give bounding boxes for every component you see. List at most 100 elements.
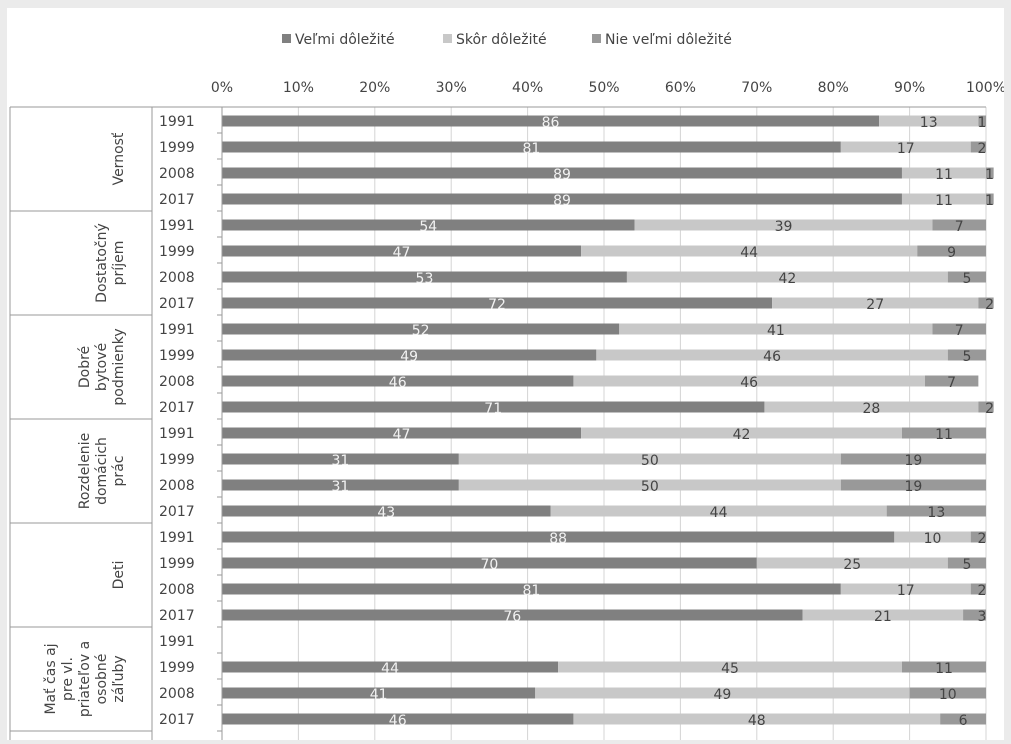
row-year-label: 1991	[159, 530, 195, 546]
data-label: 53	[416, 271, 434, 287]
data-label: 2	[978, 531, 987, 547]
legend-label-3: Nie veľmi dôležité	[605, 32, 732, 48]
bar-segment	[222, 167, 902, 179]
data-label: 31	[332, 453, 350, 469]
data-label: 1	[985, 193, 994, 209]
x-tick-label: 100%	[966, 80, 1004, 96]
data-label: 46	[389, 713, 407, 729]
data-label: 2	[978, 141, 987, 157]
x-tick-label: 10%	[283, 80, 314, 96]
bar-segment	[772, 297, 979, 309]
bar-segment	[978, 297, 994, 309]
bar-segment	[970, 531, 986, 543]
row-year-label: 2017	[159, 712, 195, 728]
data-label: 9	[947, 245, 956, 261]
bar-segment	[947, 271, 986, 283]
bar-segment	[222, 349, 597, 361]
data-label: 76	[503, 609, 521, 625]
data-label: 6	[959, 713, 968, 729]
data-label: 31	[332, 479, 350, 495]
data-label: 19	[905, 479, 923, 495]
data-label: 17	[897, 583, 915, 599]
row-year-label: 2017	[159, 504, 195, 520]
data-label: 49	[400, 349, 418, 365]
bar-segment	[626, 271, 948, 283]
bar-segment	[573, 375, 925, 387]
bar-segment	[840, 479, 986, 491]
data-label: 17	[897, 141, 915, 157]
bar-segment	[932, 323, 986, 335]
data-label: 7	[955, 219, 964, 235]
data-label: 11	[935, 167, 953, 183]
row-year-label: 2008	[159, 166, 195, 182]
data-label: 42	[778, 271, 796, 287]
legend-swatch-1	[282, 34, 291, 43]
data-label: 42	[733, 427, 751, 443]
group-label-line: záľuby	[111, 655, 127, 702]
data-label: 28	[862, 401, 880, 417]
bar-segment	[970, 583, 986, 595]
legend: Veľmi dôležité Skôr dôležité Nie veľmi dôl…	[282, 32, 732, 48]
data-label: 2	[978, 583, 987, 599]
data-label: 89	[553, 167, 571, 183]
bar-segment	[222, 271, 627, 283]
data-label: 81	[523, 583, 541, 599]
bar-segment	[986, 167, 994, 179]
bar-segment	[978, 401, 994, 413]
bar-segment	[879, 115, 979, 127]
data-label: 39	[775, 219, 793, 235]
group-label-line: Dostatočný	[94, 223, 110, 303]
bar-segment	[458, 453, 841, 465]
legend-swatch-3	[592, 34, 601, 43]
data-label: 13	[920, 115, 938, 131]
bar-segment	[222, 427, 582, 439]
bar-segment	[901, 427, 986, 439]
data-label: 3	[978, 609, 987, 625]
group-label: Dobrébytovépodmienky	[77, 328, 127, 405]
group-label-line: podmienky	[111, 328, 127, 405]
bar-segment	[222, 219, 635, 231]
data-label: 89	[553, 193, 571, 209]
group-label-line: osobné	[94, 654, 110, 705]
group-label: Mať čas ajpre vl.priateľov aosobnézáľuby	[43, 641, 127, 717]
bar-segment	[947, 557, 986, 569]
x-tick-label: 0%	[211, 80, 233, 96]
legend-label-1: Veľmi dôležité	[295, 32, 395, 48]
data-label: 44	[740, 245, 758, 261]
row-year-label: 1999	[159, 660, 195, 676]
row-year-label: 2008	[159, 478, 195, 494]
group-label-line: Vernosť	[111, 132, 127, 185]
data-label: 44	[710, 505, 728, 521]
row-year-label: 1991	[159, 322, 195, 338]
row-year-label: 2017	[159, 192, 195, 208]
bar-segment	[222, 479, 459, 491]
row-year-label: 1999	[159, 140, 195, 156]
data-label: 7	[955, 323, 964, 339]
group-label-line: Rozdelenie	[77, 433, 93, 509]
row-year-label: 2008	[159, 582, 195, 598]
data-label: 48	[748, 713, 766, 729]
grid-layer	[221, 107, 987, 740]
data-label: 21	[874, 609, 892, 625]
x-tick-label: 70%	[741, 80, 772, 96]
bar-segment	[222, 713, 574, 725]
data-label: 5	[962, 349, 971, 365]
bar-segment	[634, 219, 933, 231]
bar-segment	[222, 505, 551, 517]
bar-segment	[596, 349, 948, 361]
group-label-line: Deti	[111, 561, 127, 590]
data-label: 10	[939, 687, 957, 703]
legend-swatch-2	[443, 34, 452, 43]
x-tick-label: 50%	[588, 80, 619, 96]
bar-segment	[222, 245, 582, 257]
bar-segment	[978, 115, 986, 127]
x-tick-label: 40%	[512, 80, 543, 96]
bar-segment	[222, 115, 880, 127]
bar-segment	[558, 661, 902, 673]
axis-layer: 0% 10% 20% 30% 40% 50% 60% 70% 80% 90% 100%1991199…	[9, 80, 1006, 740]
bar-segment	[924, 375, 979, 387]
data-label: 47	[393, 427, 411, 443]
bar-segment	[222, 323, 620, 335]
data-label: 7	[947, 375, 956, 391]
bar-segment	[947, 349, 986, 361]
